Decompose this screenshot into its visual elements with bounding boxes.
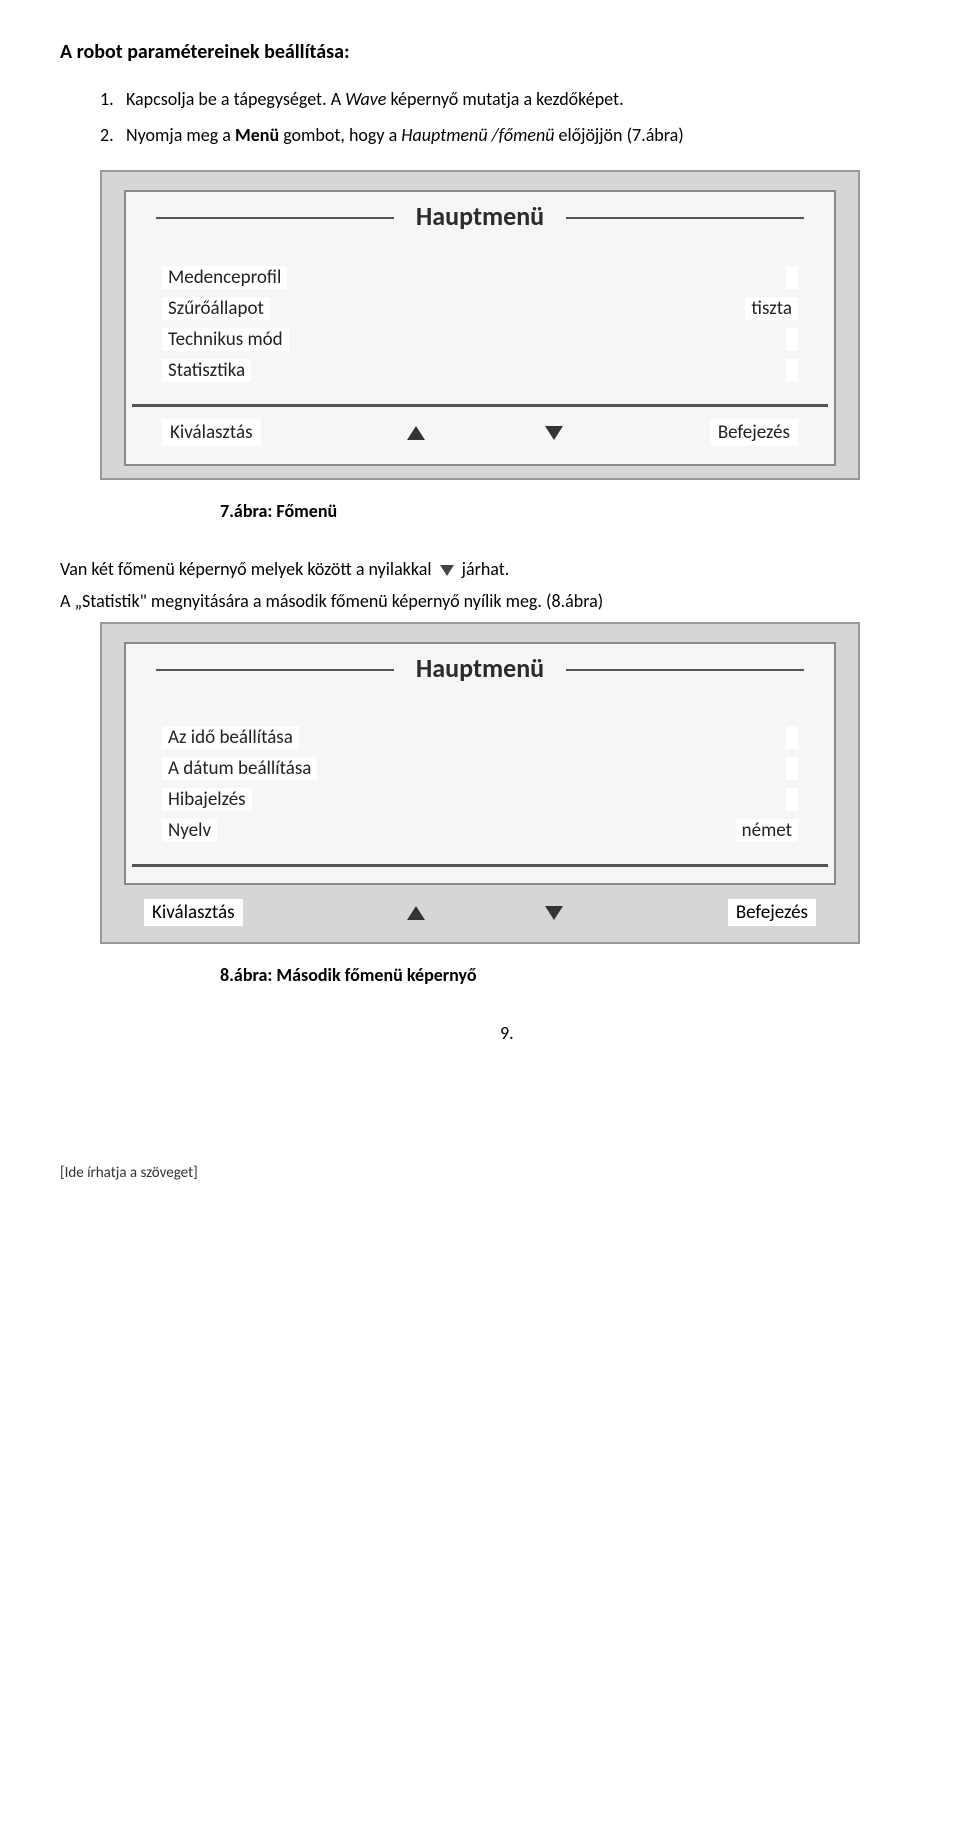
menu-label: Az idő beállítása: [162, 726, 299, 749]
arrow-down-icon[interactable]: [545, 906, 563, 920]
menu-item[interactable]: Szűrőállapot tiszta: [162, 293, 798, 324]
select-button[interactable]: Kiválasztás: [162, 419, 261, 446]
screen-hauptmenu-2: Hauptmenü Az idő beállítása A dátum beál…: [100, 622, 860, 944]
menu-label: Medenceprofil: [162, 266, 287, 289]
action-row: Kiválasztás Befejezés: [126, 415, 834, 446]
menu-divider: [132, 864, 828, 867]
menu-label: Statisztika: [162, 359, 251, 382]
arrow-up-icon[interactable]: [407, 426, 425, 440]
step-text: Nyomja meg a Menü gombot, hogy a Hauptme…: [126, 124, 900, 146]
text-italic: Hauptmenü /főmenü: [401, 124, 554, 146]
page-heading: A robot paramétereinek beállítása:: [60, 40, 900, 64]
text: Nyomja meg a: [126, 124, 235, 146]
title-line: [566, 669, 804, 671]
text: előjöjjön (7.ábra): [554, 124, 683, 146]
menu-body: Az idő beállítása A dátum beállítása Hib…: [126, 688, 834, 854]
screen-inner: Hauptmenü Medenceprofil Szűrőállapot tis…: [124, 190, 836, 466]
text: Kapcsolja be a tápegységet. A: [126, 88, 345, 110]
menu-value: [786, 359, 798, 382]
step-number: 2.: [100, 124, 126, 146]
text: Van két főmenü képernyő melyek között a …: [60, 558, 436, 580]
action-row: Kiválasztás Befejezés: [124, 897, 836, 928]
text: képernyő mutatja a kezdőképet.: [386, 88, 623, 110]
arrow-group: [407, 906, 563, 920]
text-italic: Wave: [345, 88, 386, 110]
menu-value: [786, 757, 798, 780]
figure-caption-8: 8.ábra: Második főmenü képernyő: [220, 964, 900, 986]
menu-label: Nyelv: [162, 819, 217, 842]
screen-inner: Hauptmenü Az idő beállítása A dátum beál…: [124, 642, 836, 885]
title-line: [566, 217, 804, 219]
paragraph: A „Statistik" megnyitására a második főm…: [60, 590, 900, 612]
step-text: Kapcsolja be a tápegységet. A Wave képer…: [126, 88, 900, 110]
title-line: [156, 669, 394, 671]
figure-caption-7: 7.ábra: Főmenü: [220, 500, 900, 522]
menu-label: A dátum beállítása: [162, 757, 317, 780]
menu-value: [786, 788, 798, 811]
menu-label: Technikus mód: [162, 328, 289, 351]
menu-item[interactable]: Az idő beállítása: [162, 722, 798, 753]
paragraph: Van két főmenü képernyő melyek között a …: [60, 558, 900, 580]
footer-placeholder: [Ide írhatja a szöveget]: [60, 1164, 900, 1182]
screen-title-row: Hauptmenü: [126, 192, 834, 236]
menu-body: Medenceprofil Szűrőállapot tiszta Techni…: [126, 236, 834, 394]
finish-button[interactable]: Befejezés: [728, 899, 816, 926]
section-number-9: 9.: [500, 1022, 900, 1044]
menu-item[interactable]: Statisztika: [162, 355, 798, 386]
menu-value: [786, 266, 798, 289]
screen-title: Hauptmenü: [410, 200, 550, 232]
screen-title-row: Hauptmenü: [126, 644, 834, 688]
menu-item[interactable]: Technikus mód: [162, 324, 798, 355]
menu-divider: [132, 404, 828, 407]
menu-value: tiszta: [745, 297, 798, 320]
arrow-group: [407, 426, 563, 440]
finish-button[interactable]: Befejezés: [710, 419, 798, 446]
step-number: 1.: [100, 88, 126, 110]
arrow-up-icon[interactable]: [407, 906, 425, 920]
text: járhat.: [458, 558, 510, 580]
step-item: 1. Kapcsolja be a tápegységet. A Wave ké…: [100, 88, 900, 110]
screen-hauptmenu-1: Hauptmenü Medenceprofil Szűrőállapot tis…: [100, 170, 860, 480]
text: gombot, hogy a: [279, 124, 401, 146]
menu-label: Hibajelzés: [162, 788, 252, 811]
menu-value: [786, 328, 798, 351]
arrow-down-icon[interactable]: [545, 426, 563, 440]
arrow-down-icon: [440, 565, 454, 576]
select-button[interactable]: Kiválasztás: [144, 899, 243, 926]
text-bold: Menü: [235, 124, 279, 146]
menu-value: német: [736, 819, 798, 842]
menu-label: Szűrőállapot: [162, 297, 270, 320]
menu-item[interactable]: A dátum beállítása: [162, 753, 798, 784]
menu-item[interactable]: Nyelv német: [162, 815, 798, 846]
menu-item[interactable]: Medenceprofil: [162, 262, 798, 293]
menu-item[interactable]: Hibajelzés: [162, 784, 798, 815]
step-list: 1. Kapcsolja be a tápegységet. A Wave ké…: [100, 88, 900, 146]
step-item: 2. Nyomja meg a Menü gombot, hogy a Haup…: [100, 124, 900, 146]
screen-title: Hauptmenü: [410, 652, 550, 684]
title-line: [156, 217, 394, 219]
menu-value: [786, 726, 798, 749]
